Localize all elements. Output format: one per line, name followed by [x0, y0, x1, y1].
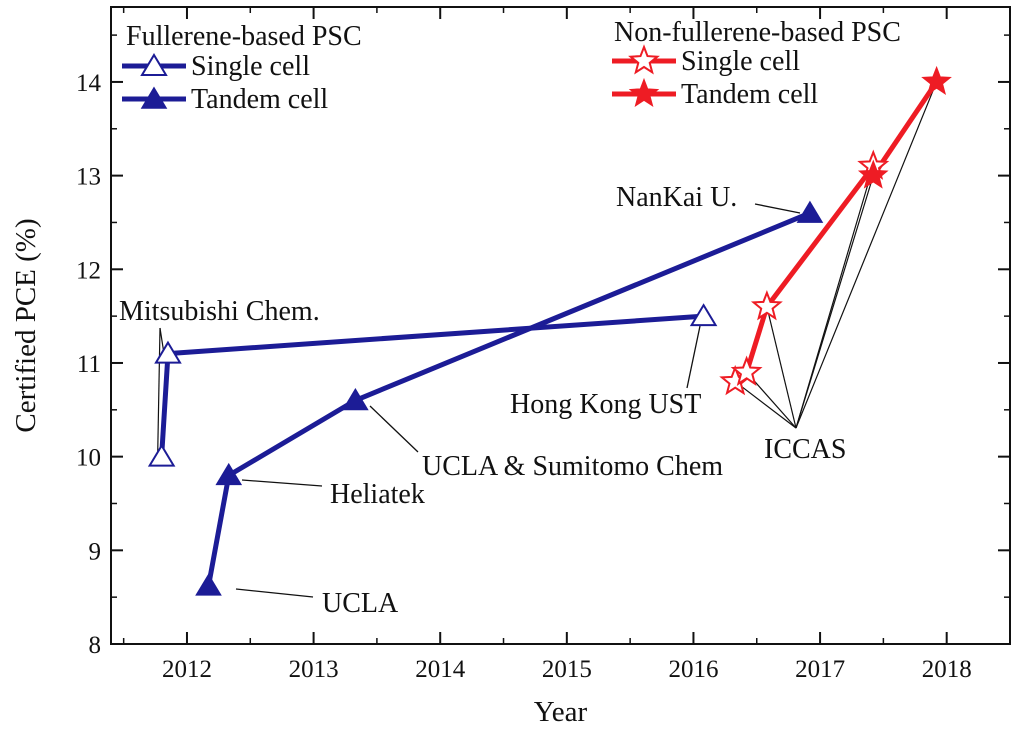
point-fullerene-tandem: [796, 200, 824, 223]
point-fullerene-tandem: [215, 462, 243, 486]
annotation-leader-ucla: [235, 588, 314, 598]
y-tick-label: 13: [76, 164, 101, 191]
x-tick-label: 2018: [922, 656, 972, 683]
series-line-nonfullerene-single: [733, 164, 876, 384]
x-tick-label: 2013: [289, 656, 339, 683]
y-tick-label: 12: [76, 257, 101, 284]
annotation-leader-heliatek: [241, 479, 323, 487]
annotation-leader-iccas: [766, 306, 797, 429]
legend-entry-label: Single cell: [681, 46, 800, 77]
series-group: [147, 65, 952, 596]
x-tick-label: 2015: [542, 656, 592, 683]
annotation-heliatek: Heliatek: [330, 479, 425, 510]
series-line-fullerene-tandem: [206, 210, 811, 587]
annotation-leader-hkust: [686, 325, 701, 389]
annotation-leader-ucla-sumitomo: [369, 405, 419, 453]
annotation-nankai: NanKai U.: [616, 182, 737, 213]
legend-entry-label: Tandem cell: [191, 84, 328, 115]
y-tick-label: 14: [76, 70, 102, 97]
point-nonfullerene-tandem: [857, 159, 889, 189]
annotation-leader-nankai: [754, 203, 801, 214]
y-tick-label: 11: [77, 351, 101, 378]
y-axis-label: Certified PCE (%): [10, 218, 42, 432]
legend-swatch-marker: [628, 44, 660, 75]
legend-entry-label: Tandem cell: [681, 79, 818, 110]
annotation-leader-mitsubishi: [157, 327, 161, 457]
annotation-iccas: ICCAS: [764, 434, 846, 465]
legend-title: Non-fullerene-based PSC: [614, 17, 901, 48]
y-tick-label: 8: [89, 632, 102, 659]
annotation-ucla-sumitomo: UCLA & Sumitomo Chem: [422, 451, 723, 482]
series-line-fullerene-single: [159, 313, 704, 457]
point-fullerene-single: [154, 340, 182, 364]
x-tick-label: 2014: [415, 656, 466, 683]
annotation-mitsubishi: Mitsubishi Chem.: [119, 296, 320, 327]
point-fullerene-single: [147, 443, 176, 467]
legend-swatch-marker: [140, 53, 168, 76]
point-fullerene-tandem: [195, 573, 222, 596]
point-fullerene-single: [689, 303, 718, 327]
series-line-nonfullerene-tandem: [871, 80, 939, 177]
legend-title: Fullerene-based PSC: [126, 21, 362, 52]
annotations: Mitsubishi Chem. NanKai U. Hong Kong UST UC…: [119, 182, 846, 619]
axes: 2012 2013 2014 2015 2016 2017 2018 8 9 10 11 12 13 14…: [10, 6, 1011, 728]
legend-swatch-marker: [628, 77, 660, 107]
point-fullerene-tandem: [342, 387, 369, 411]
annotation-leader-iccas: [795, 175, 874, 429]
annotation-leaders: [157, 81, 938, 598]
point-nonfullerene-tandem: [921, 65, 952, 96]
x-tick-label: 2016: [668, 656, 718, 683]
x-tick-label: 2012: [162, 656, 212, 683]
annotation-hkust: Hong Kong UST: [510, 389, 701, 420]
annotation-ucla: UCLA: [322, 588, 399, 619]
point-nonfullerene-single: [750, 290, 783, 321]
x-axis-label: Year: [534, 696, 588, 728]
x-tick-label: 2017: [795, 656, 845, 683]
point-nonfullerene-single: [730, 355, 763, 386]
y-tick-label: 10: [76, 445, 101, 472]
legend-swatch-marker: [140, 86, 168, 109]
legend-entry-label: Single cell: [191, 51, 310, 82]
annotation-leader-iccas: [795, 81, 938, 429]
annotation-leader-iccas: [734, 381, 797, 429]
plot-frame: [110, 6, 1011, 645]
y-tick-label: 9: [89, 538, 102, 565]
